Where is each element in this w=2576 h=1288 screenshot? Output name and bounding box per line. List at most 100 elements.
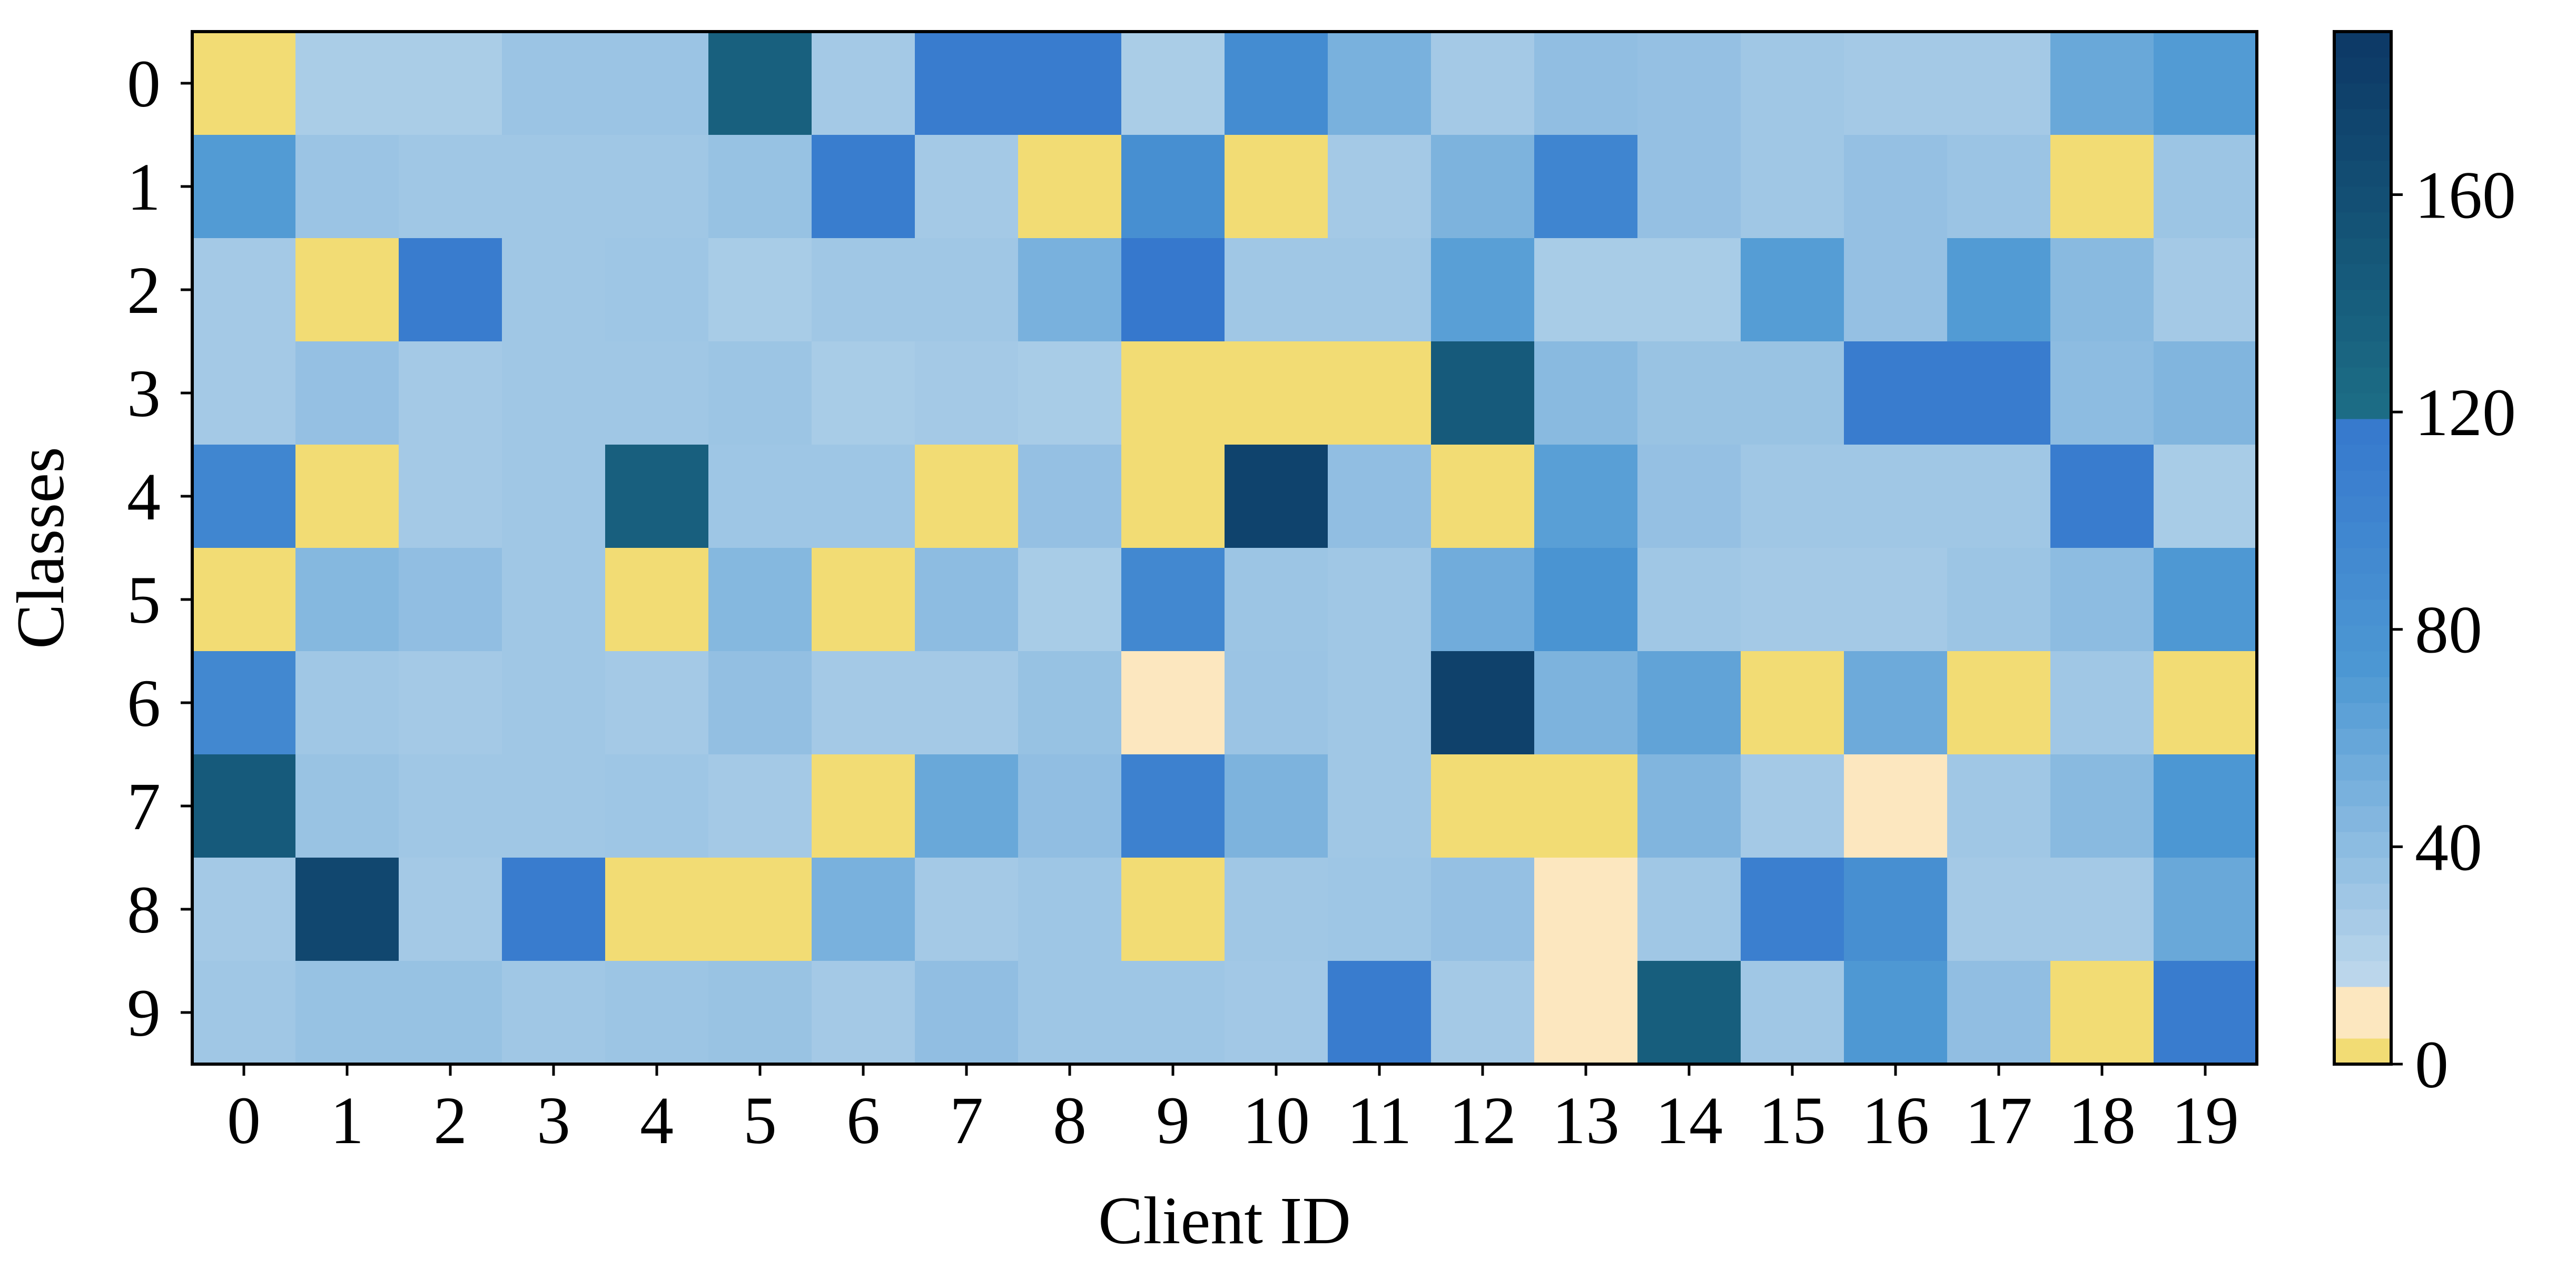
x-tick-label: 14 bbox=[1655, 1083, 1723, 1158]
heatmap-cell bbox=[192, 754, 296, 858]
colorbar-segment bbox=[2334, 548, 2391, 574]
colorbar-segment bbox=[2334, 522, 2391, 548]
colorbar-segment bbox=[2334, 393, 2391, 419]
heatmap-cell bbox=[1018, 135, 1122, 239]
colorbar-tick-label: 160 bbox=[2415, 158, 2516, 232]
heatmap-cell bbox=[1328, 961, 1432, 1065]
heatmap-cell bbox=[605, 32, 709, 135]
heatmap-cell bbox=[915, 858, 1019, 961]
heatmap-cell bbox=[399, 341, 502, 445]
colorbar-segment bbox=[2334, 57, 2391, 84]
heatmap-cell bbox=[812, 548, 915, 652]
colorbar-segment bbox=[2334, 961, 2391, 987]
heatmap-cell bbox=[2154, 445, 2257, 548]
heatmap-cell bbox=[1018, 754, 1122, 858]
heatmap-cell bbox=[1018, 238, 1122, 342]
heatmap-cell bbox=[1121, 961, 1225, 1065]
colorbar-segment bbox=[2334, 367, 2391, 394]
heatmap-cell bbox=[1637, 238, 1741, 342]
heatmap-cell bbox=[915, 548, 1019, 652]
colorbar-segment bbox=[2334, 83, 2391, 110]
colorbar-segment bbox=[2334, 135, 2391, 161]
x-axis-title: Client ID bbox=[1098, 1183, 1351, 1258]
colorbar-tick-label: 0 bbox=[2415, 1027, 2449, 1102]
heatmap-cell bbox=[1328, 32, 1432, 135]
y-tick-label: 8 bbox=[127, 872, 161, 947]
heatmap-cell bbox=[1947, 445, 2051, 548]
heatmap-cell bbox=[1018, 858, 1122, 961]
heatmap-cell bbox=[1431, 445, 1535, 548]
heatmap-cell bbox=[812, 32, 915, 135]
colorbar-segment bbox=[2334, 703, 2391, 729]
heatmap-cell bbox=[605, 858, 709, 961]
heatmap-cell bbox=[192, 341, 296, 445]
heatmap-cell bbox=[192, 961, 296, 1065]
heatmap-cell bbox=[1328, 238, 1432, 342]
heatmap-cell bbox=[1741, 651, 1844, 755]
x-tick-label: 17 bbox=[1965, 1083, 2032, 1158]
heatmap-cell bbox=[1947, 858, 2051, 961]
heatmap-cell bbox=[2050, 754, 2154, 858]
heatmap-cell bbox=[1431, 135, 1535, 239]
colorbar-segment bbox=[2334, 264, 2391, 290]
heatmap-cell bbox=[708, 858, 812, 961]
heatmap-cell bbox=[1534, 858, 1638, 961]
heatmap-cell bbox=[708, 961, 812, 1065]
heatmap-cell bbox=[1328, 135, 1432, 239]
heatmap-cell bbox=[1121, 341, 1225, 445]
heatmap-cell bbox=[1947, 961, 2051, 1065]
heatmap-cell bbox=[1225, 445, 1328, 548]
heatmap-cell bbox=[812, 341, 915, 445]
heatmap-cell bbox=[1637, 135, 1741, 239]
heatmap-cell bbox=[605, 651, 709, 755]
x-tick-label: 19 bbox=[2172, 1083, 2239, 1158]
colorbar-segment bbox=[2334, 909, 2391, 936]
heatmap-cell bbox=[1431, 548, 1535, 652]
heatmap-cell bbox=[2050, 32, 2154, 135]
heatmap-cell bbox=[295, 858, 399, 961]
heatmap-cell bbox=[2154, 961, 2257, 1065]
x-tick-label: 12 bbox=[1449, 1083, 1516, 1158]
colorbar-segment bbox=[2334, 935, 2391, 961]
heatmap-cell bbox=[1844, 651, 1948, 755]
heatmap-cell bbox=[399, 238, 502, 342]
heatmap-cell bbox=[812, 238, 915, 342]
colorbar-segment bbox=[2334, 496, 2391, 523]
colorbar-segment bbox=[2334, 651, 2391, 677]
heatmap-cell bbox=[1947, 548, 2051, 652]
heatmap-cell bbox=[812, 651, 915, 755]
heatmap-cell bbox=[915, 238, 1019, 342]
heatmap-cell bbox=[1534, 651, 1638, 755]
heatmap-cell bbox=[915, 445, 1019, 548]
heatmap-cell bbox=[1225, 32, 1328, 135]
x-tick-label: 16 bbox=[1862, 1083, 1929, 1158]
heatmap-cell bbox=[192, 548, 296, 652]
y-tick-label: 6 bbox=[127, 666, 161, 741]
heatmap-cell bbox=[2154, 341, 2257, 445]
x-tick-label: 1 bbox=[330, 1083, 364, 1158]
heatmap-cell bbox=[1947, 341, 2051, 445]
heatmap-cell bbox=[1121, 32, 1225, 135]
heatmap-cell bbox=[1534, 754, 1638, 858]
heatmap-cell bbox=[1121, 754, 1225, 858]
heatmap-cell bbox=[192, 238, 296, 342]
heatmap-cell bbox=[399, 32, 502, 135]
heatmap-cell bbox=[1637, 32, 1741, 135]
colorbar-segment bbox=[2334, 470, 2391, 497]
colorbar-segment bbox=[2334, 987, 2391, 1013]
heatmap-cell bbox=[502, 238, 606, 342]
colorbar-segment bbox=[2334, 883, 2391, 910]
heatmap-cell bbox=[708, 32, 812, 135]
heatmap-cell bbox=[295, 135, 399, 239]
heatmap-cell bbox=[708, 341, 812, 445]
heatmap-cell bbox=[1225, 961, 1328, 1065]
heatmap-cell bbox=[502, 548, 606, 652]
heatmap-cell bbox=[2154, 135, 2257, 239]
colorbar-segment bbox=[2334, 290, 2391, 316]
heatmap-cell bbox=[1637, 445, 1741, 548]
heatmap-cell bbox=[605, 238, 709, 342]
heatmap-cell bbox=[2154, 651, 2257, 755]
x-tick-label: 13 bbox=[1552, 1083, 1620, 1158]
heatmap-cell bbox=[708, 754, 812, 858]
heatmap-cell bbox=[708, 651, 812, 755]
